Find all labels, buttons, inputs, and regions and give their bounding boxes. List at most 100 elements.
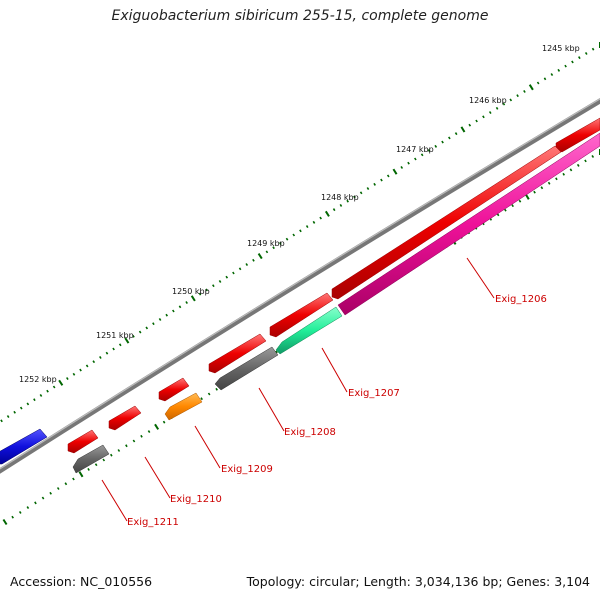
gene-gray-1208[interactable] <box>214 346 279 391</box>
gene-label-1208[interactable]: Exig_1208 <box>284 427 336 438</box>
outer-scale-tick <box>132 334 135 338</box>
inner-scale-tick <box>518 199 522 203</box>
leader-1210 <box>144 456 171 499</box>
outer-scale-tick <box>158 317 162 321</box>
outer-scale-tick <box>46 389 49 393</box>
outer-scale-tick <box>319 216 322 220</box>
outer-scale-tick <box>557 68 561 72</box>
gene-green-1207[interactable] <box>275 306 343 355</box>
outer-scale-tick <box>66 377 69 381</box>
inner-scale-tick <box>207 392 211 396</box>
outer-scale-tick <box>454 132 458 136</box>
outer-scale-tick <box>19 406 23 410</box>
scale-label-1248: 1248 kbp <box>321 193 359 202</box>
outer-scale-tick <box>324 210 330 217</box>
gene-label-1206[interactable]: Exig_1206 <box>495 294 547 305</box>
outer-scale-tick <box>543 77 547 81</box>
leader-1208 <box>258 387 285 432</box>
outer-scale-tick <box>145 326 149 330</box>
gene-red-1208[interactable] <box>208 333 267 374</box>
inner-scale-tick <box>102 458 106 462</box>
outer-scale-tick <box>578 56 581 60</box>
outer-scale-tick <box>279 241 282 245</box>
gene-red-1209[interactable] <box>158 377 190 402</box>
forward-genes <box>0 117 600 465</box>
gene-orange-1209[interactable] <box>164 392 203 421</box>
outer-scale-tick <box>536 81 540 85</box>
outer-scale-tick <box>400 165 404 169</box>
gene-label-1207[interactable]: Exig_1207 <box>348 388 400 399</box>
scale-label-1247: 1247 kbp <box>396 145 434 154</box>
scale-label-1249: 1249 kbp <box>247 239 285 248</box>
inner-scale-tick <box>41 496 45 500</box>
outer-scale-tick <box>99 355 102 359</box>
inner-scale-tick <box>64 482 68 486</box>
inner-scale-tick <box>87 468 90 471</box>
scale-label-1250: 1250 kbp <box>172 287 210 296</box>
accession-text: Accession: NC_010556 <box>10 574 153 589</box>
outer-scale-tick <box>252 258 255 262</box>
reverse-genes <box>72 132 600 474</box>
outer-scale-tick <box>232 271 235 275</box>
scale-label-1245: 1245 kbp <box>542 44 580 53</box>
gene-red-1206b[interactable] <box>331 145 562 300</box>
outer-scale-tick <box>460 126 466 133</box>
outer-scale-tick <box>427 149 431 153</box>
inner-scale-tick <box>2 518 8 526</box>
outer-scale-tick <box>448 136 451 140</box>
outer-scale-tick <box>6 415 10 419</box>
outer-scale-tick <box>238 267 242 271</box>
outer-scale-tick <box>407 161 410 165</box>
outer-scale-tick <box>285 237 289 241</box>
outer-scale-tick <box>152 322 155 326</box>
outer-scale-tick <box>571 60 574 64</box>
outer-scale-tick <box>185 301 188 305</box>
gene-red-1211[interactable] <box>67 429 99 454</box>
gene-label-1210[interactable]: Exig_1210 <box>170 494 222 505</box>
outer-scale-tick <box>118 343 122 347</box>
outer-scale-tick <box>165 313 168 317</box>
gene-red-1207[interactable] <box>269 292 334 338</box>
outer-scale-tick <box>528 84 534 91</box>
inner-scale-tick <box>78 471 84 478</box>
inner-scale-tick <box>584 159 587 163</box>
outer-scale-tick <box>138 330 142 334</box>
inner-scale-tick <box>547 181 551 185</box>
outer-scale-tick <box>359 191 363 195</box>
outer-scale-tick <box>339 204 343 207</box>
outer-scale-tick <box>299 229 302 233</box>
scale-label-1252: 1252 kbp <box>19 375 57 384</box>
outer-scale-tick <box>550 73 554 77</box>
inner-scale-tick <box>200 397 203 401</box>
outer-scale-tick <box>212 284 215 288</box>
outer-scale-tick <box>245 263 249 267</box>
gene-gray-1211[interactable] <box>72 444 110 474</box>
outer-scale-tick <box>312 220 316 224</box>
outer-scale-tick <box>488 111 492 115</box>
outer-scale-tick <box>332 208 336 212</box>
outer-scale-tick <box>305 225 309 228</box>
gene-blue[interactable] <box>0 428 48 465</box>
inner-scale-tick <box>56 487 60 490</box>
inner-scale-tick <box>154 423 160 430</box>
outer-scale-tick <box>475 119 478 123</box>
outer-scale-tick <box>124 337 130 344</box>
gene-magenta-1206[interactable] <box>337 132 600 316</box>
gene-red-1210[interactable] <box>108 405 142 431</box>
outer-scale-tick <box>0 419 3 423</box>
inner-scale-tick <box>162 420 166 424</box>
outer-scale-tick <box>441 140 444 144</box>
outer-scale-tick <box>79 368 82 372</box>
gene-label-1211[interactable]: Exig_1211 <box>127 517 179 528</box>
outer-scale-tick <box>353 195 356 199</box>
outer-scale-tick <box>292 233 296 237</box>
outer-scale-tick <box>72 372 76 376</box>
outer-scale-tick <box>13 410 16 414</box>
gene-label-1209[interactable]: Exig_1209 <box>221 464 273 475</box>
inner-scale-tick <box>140 434 143 438</box>
outer-scale-tick <box>26 402 30 406</box>
outer-scale-tick <box>33 398 36 402</box>
outer-scale-tick <box>468 123 472 127</box>
outer-scale-tick <box>392 168 398 175</box>
inner-scale-tick <box>540 186 544 190</box>
